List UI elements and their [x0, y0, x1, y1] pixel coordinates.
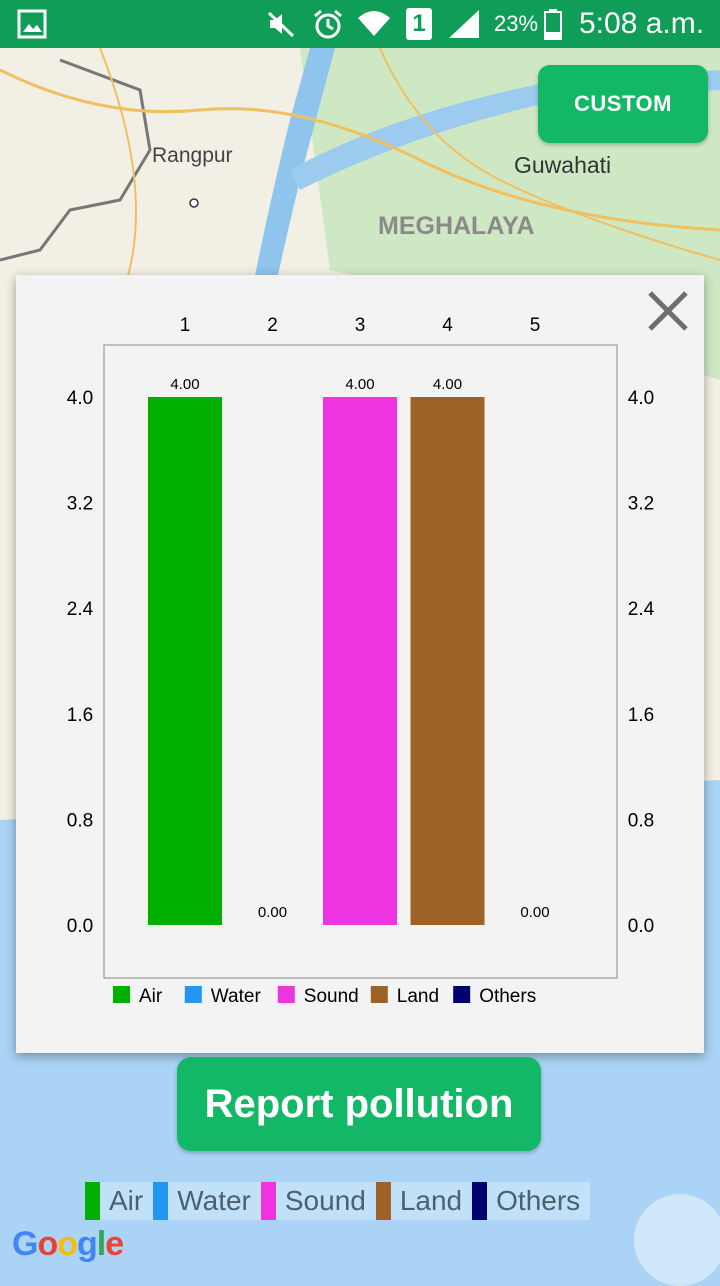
map-legend-item: Land — [375, 1182, 472, 1220]
map-label-meghalaya: MEGHALAYA — [378, 212, 535, 240]
y-tick-left: 2.4 — [67, 599, 94, 620]
map-legend-swatch — [472, 1182, 488, 1220]
legend-swatch — [113, 986, 130, 1003]
report-pollution-button[interactable]: Report pollution — [177, 1057, 541, 1151]
bar — [410, 397, 485, 925]
legend-label: Sound — [304, 986, 359, 1007]
signal-icon — [447, 0, 483, 48]
y-tick-right: 2.4 — [628, 599, 655, 620]
battery-icon — [544, 0, 562, 48]
y-tick-right: 1.6 — [628, 705, 654, 726]
map-legend-label: Others — [496, 1185, 581, 1216]
bar — [148, 397, 222, 925]
bar-value-label: 0.00 — [520, 904, 549, 921]
bar-value-label: 4.00 — [345, 376, 374, 393]
legend-label: Others — [479, 986, 536, 1007]
gallery-icon — [16, 0, 48, 48]
legend-label: Land — [397, 986, 439, 1007]
alarm-icon — [312, 0, 344, 48]
clock: 5:08 a.m. — [579, 7, 705, 40]
map-legend-item: Sound — [260, 1182, 376, 1220]
y-tick-right: 0.8 — [628, 810, 654, 831]
google-logo: Google — [12, 1225, 124, 1263]
map-legend-label: Air — [109, 1185, 144, 1216]
y-tick-right: 3.2 — [628, 494, 654, 515]
bar — [323, 397, 397, 925]
y-tick-left: 1.6 — [67, 705, 93, 726]
map-legend-item: Air — [85, 1182, 153, 1220]
map-legend-item: Water — [153, 1182, 261, 1220]
legend-swatch — [453, 986, 471, 1003]
map-legend-swatch — [260, 1182, 276, 1220]
map-label-rangpur: Rangpur — [152, 144, 233, 167]
y-tick-left: 0.0 — [67, 916, 93, 937]
x-tick-label: 1 — [180, 315, 191, 336]
legend-swatch — [277, 986, 295, 1003]
map-legend-swatch — [153, 1182, 169, 1220]
x-tick-label: 2 — [267, 315, 278, 336]
legend-label: Air — [139, 986, 163, 1007]
custom-button[interactable]: CUSTOM — [538, 65, 708, 143]
x-tick-label: 4 — [442, 315, 453, 336]
x-tick-label: 5 — [530, 315, 541, 336]
map-legend-label: Water — [177, 1185, 251, 1216]
wifi-icon — [356, 0, 392, 48]
y-tick-left: 0.8 — [67, 810, 93, 831]
close-icon[interactable] — [644, 287, 692, 335]
legend-swatch — [184, 986, 202, 1003]
bar-chart: 0.0 0.0 0.8 0.8 1.6 1.6 2.4 2.4 3.2 3.2 4.0 4.0 1 4.0… — [67, 315, 655, 1007]
map-legend-swatch — [85, 1182, 100, 1220]
chart-dialog: 0.0 0.0 0.8 0.8 1.6 1.6 2.4 2.4 3.2 3.2 4.0 4.0 1 4.0… — [16, 275, 704, 1053]
sim-icon: 1 — [406, 0, 432, 48]
location-button[interactable] — [634, 1194, 720, 1286]
x-tick-label: 3 — [355, 315, 366, 336]
y-tick-right: 4.0 — [628, 388, 654, 409]
map-label-guwahati: Guwahati — [514, 152, 612, 178]
map-legend-item: Others — [472, 1182, 590, 1220]
map-legend-swatch — [375, 1182, 391, 1220]
map-legend-label: Sound — [284, 1185, 366, 1216]
bar-value-label: 4.00 — [433, 376, 462, 393]
mute-icon — [266, 0, 296, 48]
y-tick-right: 0.0 — [628, 916, 654, 937]
legend-label: Water — [211, 986, 262, 1007]
bar-value-label: 4.00 — [170, 376, 199, 393]
map-legend: Air Water Sound Land Others — [85, 1182, 591, 1220]
battery-percent: 23% — [494, 11, 539, 36]
y-tick-left: 3.2 — [67, 494, 93, 515]
y-tick-left: 4.0 — [67, 388, 93, 409]
map-legend-label: Land — [399, 1185, 463, 1216]
status-bar: 1 23% 5:08 a.m. — [0, 0, 720, 48]
legend-swatch — [370, 986, 388, 1003]
plot-frame — [103, 344, 618, 979]
bar-value-label: 0.00 — [258, 904, 287, 921]
